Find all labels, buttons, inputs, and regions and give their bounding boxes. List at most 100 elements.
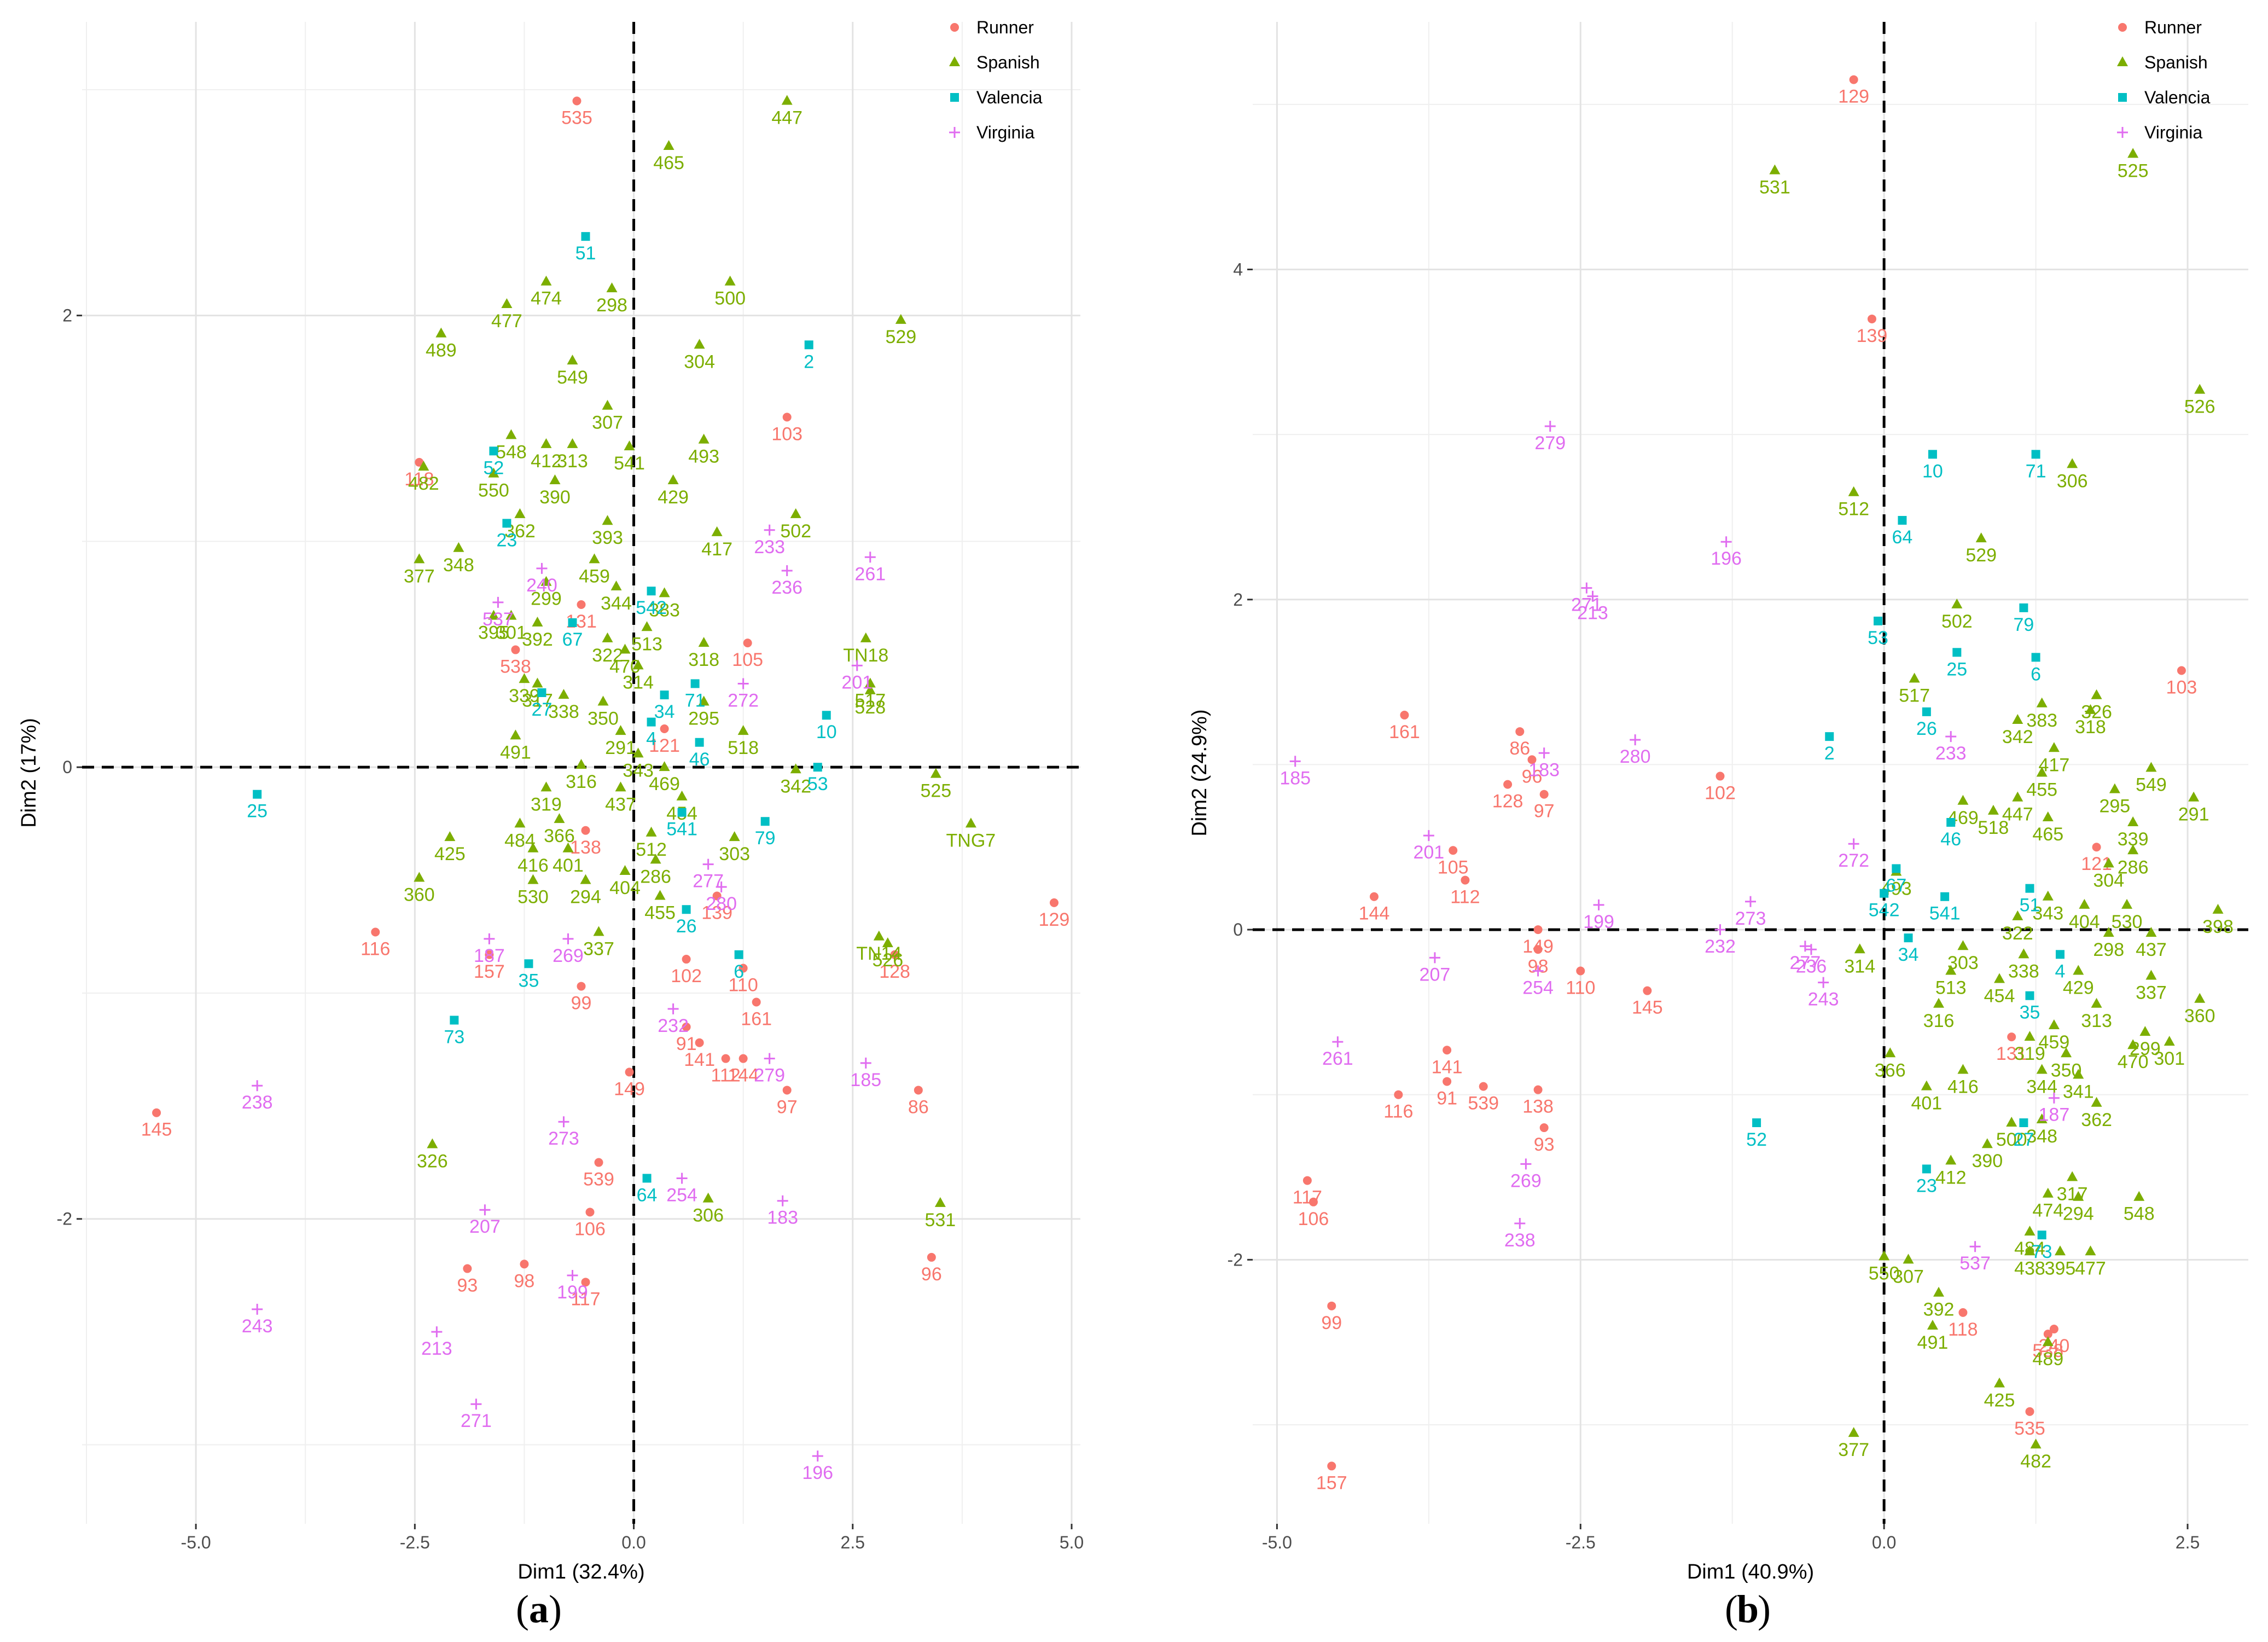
panel-a-spanish-point-304 <box>694 339 705 349</box>
panel-a-spanish-label-348: 348 <box>443 555 474 576</box>
panel-a-virginia-point-271 <box>470 1399 482 1410</box>
panel-b-spanish-label-338: 338 <box>2008 961 2039 982</box>
panel-a-runner-label-149: 149 <box>614 1078 645 1099</box>
panel-b-virginia-point-254 <box>1532 965 1544 977</box>
panel-b-spanish-label-319: 319 <box>2014 1043 2045 1064</box>
panel-a-spanish-point-512 <box>645 826 657 837</box>
panel-a-spanish-point-429 <box>667 474 679 484</box>
panel-b-runner-label-535: 535 <box>2014 1418 2045 1439</box>
panel-b-spanish-point-304 <box>2103 857 2114 868</box>
panel-b-spanish-point-455 <box>2036 767 2048 777</box>
panel-a-valencia-label-4: 4 <box>646 729 656 750</box>
panel-a-runner-point-110 <box>738 964 748 973</box>
panel-b-spanish-point-295 <box>2109 783 2120 793</box>
panel-a-virginia-label-272: 272 <box>728 690 759 711</box>
panel-b-spanish-label-314: 314 <box>1844 956 1875 977</box>
panel-a-spanish-label-286: 286 <box>640 866 671 887</box>
panel-a-spanish-label-416: 416 <box>517 855 549 876</box>
panel-a-valencia-point-541 <box>677 808 687 817</box>
panel-a-spanish-label-317: 317 <box>522 690 553 711</box>
panel-b-spanish-point-306 <box>2067 458 2078 468</box>
panel-b-virginia-label-236: 236 <box>1796 956 1827 977</box>
panel-b-spanish-point-470 <box>2127 1039 2139 1049</box>
panel-b-spanish-point-502 <box>1951 598 1963 608</box>
panel-b-runner-point-116 <box>1394 1090 1403 1099</box>
panel-b-spanish-label-438: 438 <box>2014 1258 2045 1279</box>
panel-b-legend-key-runner <box>2118 23 2127 32</box>
panel-b-valencia-point-541 <box>1940 892 1950 901</box>
panel-a-series-spanish: 447 465 474 298 500 477 529 489 304 549 307 493 548 3… <box>404 95 996 1231</box>
panel-a-valencia-label-53: 53 <box>807 774 828 794</box>
panel-b-x-tick-label: 0.0 <box>1872 1533 1896 1552</box>
panel-b-spanish-label-298: 298 <box>2093 939 2124 960</box>
panel-a-virginia-point-187 <box>484 933 495 944</box>
panel-b-runner-point-91 <box>1443 1077 1452 1086</box>
panel-a-spanish-label-395: 395 <box>478 623 509 643</box>
panel-a-spanish-label-549: 549 <box>557 367 588 388</box>
panel-b-virginia-label-272: 272 <box>1838 850 1869 871</box>
panel-b-spanish-label-416: 416 <box>1947 1076 1979 1097</box>
panel-b-virginia-label-271: 271 <box>1571 595 1602 616</box>
panel-a-spanish-label-550: 550 <box>478 480 509 501</box>
panel-a-virginia-label-261: 261 <box>854 564 886 584</box>
panel-a-y-tick-label: 2 <box>62 306 72 326</box>
panel-b-runner-point-110 <box>1576 966 1585 976</box>
panel-a-runner-label-96: 96 <box>921 1264 942 1285</box>
panel-b-spanish-label-502: 502 <box>1941 611 1973 632</box>
panel-a-valencia-point-67 <box>568 618 577 627</box>
panel-a-virginia-label-232: 232 <box>658 1016 689 1036</box>
panel-b-spanish-label-343: 343 <box>2032 903 2063 924</box>
panel-a-spanish-point-502 <box>790 508 801 518</box>
panel-b-spanish-label-360: 360 <box>2184 1006 2215 1026</box>
panel-a-spanish-label-318: 318 <box>688 649 719 670</box>
panel-b-virginia-label-277: 277 <box>1790 953 1821 973</box>
panel-a-spanish-point-526 <box>882 937 893 948</box>
panel-a-valencia-label-542: 542 <box>636 597 667 618</box>
panel-b-virginia-label-183: 183 <box>1528 759 1560 780</box>
panel-b-runner-point-129 <box>1849 75 1858 84</box>
panel-a-spanish-point-TNG7 <box>965 817 976 828</box>
panel-a-valencia-point-79 <box>760 817 770 826</box>
panel-a-spanish-label-412: 412 <box>531 451 562 472</box>
panel-b-spanish-label-530: 530 <box>2112 912 2143 932</box>
panel-b-virginia-point-201 <box>1423 830 1434 842</box>
panel-a-runner-label-103: 103 <box>771 423 802 444</box>
panel-b-spanish-point-404 <box>2079 898 2090 909</box>
panel-b-spanish-point-366 <box>1885 1047 1896 1058</box>
panel-b-runner-point-161 <box>1400 710 1409 720</box>
panel-b-spanish-point-377 <box>1848 1427 1859 1437</box>
panel-b-valencia-label-67: 67 <box>1886 875 1906 896</box>
panel-b-runner-label-157: 157 <box>1316 1472 1347 1493</box>
panel-a-spanish-point-316 <box>575 759 587 769</box>
panel-a-spanish-label-339: 339 <box>509 686 540 706</box>
panel-a-runner-point-138 <box>581 826 590 835</box>
panel-a-spanish-point-322 <box>602 632 613 642</box>
panel-b-runner-label-91: 91 <box>1437 1088 1457 1109</box>
panel-a-valencia-point-4 <box>647 717 656 727</box>
panel-a-spanish-label-299: 299 <box>531 589 562 610</box>
panel-b-virginia-point-196 <box>1720 536 1732 548</box>
panel-a-runner-label-102: 102 <box>671 966 702 987</box>
caption-b: ( b ) <box>1725 1587 1771 1631</box>
panel-a-spanish-label-295: 295 <box>688 708 719 729</box>
panel-a-spanish-label-531: 531 <box>924 1210 956 1231</box>
panel-a-y-axis-title: Dim2 (17%) <box>18 718 40 828</box>
panel-a-spanish-label-314: 314 <box>623 672 654 693</box>
panel-a-runner-point-149 <box>625 1067 634 1077</box>
panel-a-valencia-label-25: 25 <box>247 801 267 822</box>
panel-b-virginia-point-232 <box>1714 924 1726 936</box>
panel-b-runner-point-535 <box>2025 1407 2034 1416</box>
panel-a-spanish-label-TNG7: TNG7 <box>946 830 996 851</box>
panel-b-runner-point-117 <box>1302 1176 1312 1185</box>
panel-b-valencia-label-27: 27 <box>2013 1129 2034 1150</box>
panel-b-valencia-point-6 <box>2031 653 2040 662</box>
panel-b-valencia-label-10: 10 <box>1922 461 1943 481</box>
panel-a-valencia-point-27 <box>537 688 546 697</box>
panel-a-runner-point-103 <box>782 413 792 422</box>
panel-b-virginia-label-196: 196 <box>1711 548 1742 569</box>
panel-a-runner-point-535 <box>572 96 581 106</box>
panel-a-spanish-label-393: 393 <box>592 527 623 548</box>
panel-b-spanish-label-531: 531 <box>1759 177 1790 198</box>
panel-a-valencia-point-10 <box>822 711 831 720</box>
panel-b-spanish-label-470: 470 <box>2118 1052 2149 1072</box>
